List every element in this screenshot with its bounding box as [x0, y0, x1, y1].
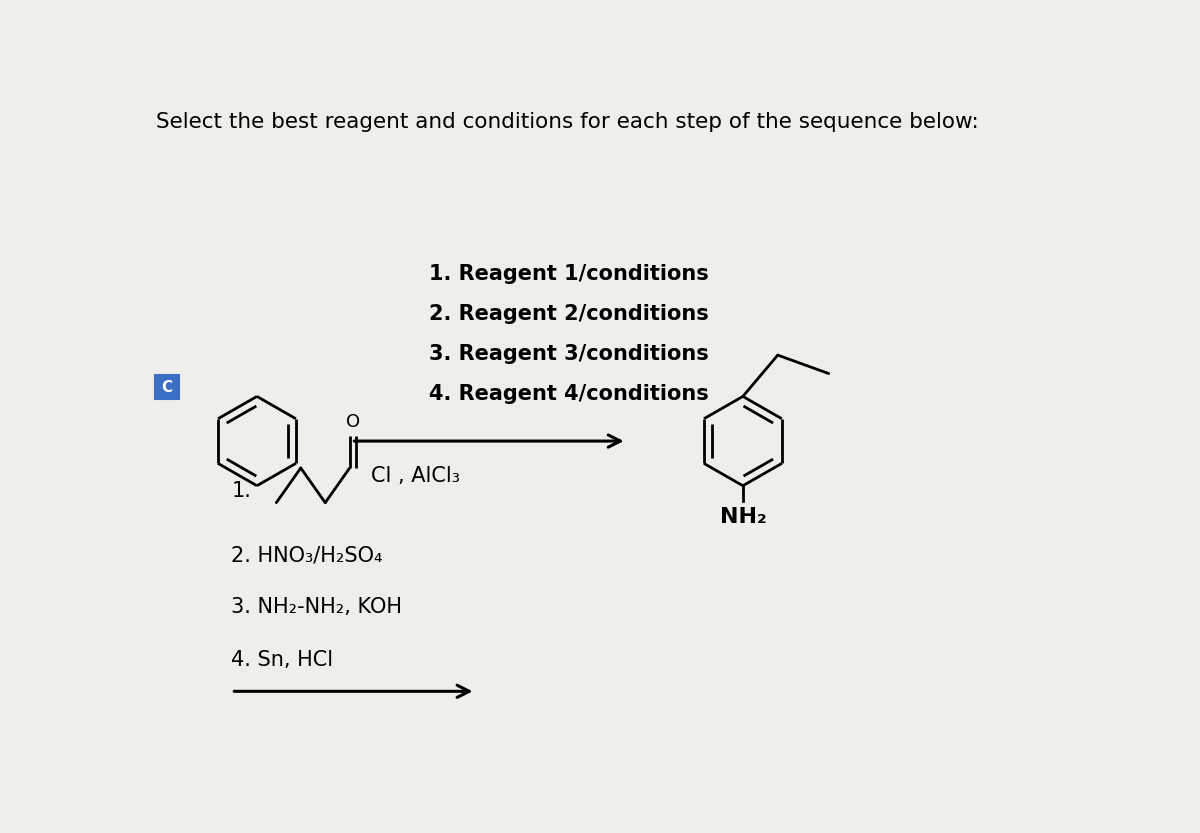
- Text: 3. NH₂-NH₂, KOH: 3. NH₂-NH₂, KOH: [232, 597, 402, 617]
- Text: 1.: 1.: [232, 481, 251, 501]
- Text: 1. Reagent 1/conditions: 1. Reagent 1/conditions: [430, 264, 709, 284]
- Text: C: C: [162, 380, 173, 395]
- Text: 4. Reagent 4/conditions: 4. Reagent 4/conditions: [430, 384, 709, 404]
- Text: NH₂: NH₂: [720, 507, 767, 527]
- Text: Select the best reagent and conditions for each step of the sequence below:: Select the best reagent and conditions f…: [156, 112, 979, 132]
- Text: 2. Reagent 2/conditions: 2. Reagent 2/conditions: [430, 304, 709, 324]
- Text: 3. Reagent 3/conditions: 3. Reagent 3/conditions: [430, 344, 709, 364]
- FancyBboxPatch shape: [155, 375, 180, 400]
- Text: O: O: [346, 413, 360, 431]
- Text: Cl , AlCl₃: Cl , AlCl₃: [371, 466, 461, 486]
- Text: 4. Sn, HCl: 4. Sn, HCl: [232, 650, 334, 670]
- Text: 2. HNO₃/H₂SO₄: 2. HNO₃/H₂SO₄: [232, 545, 383, 565]
